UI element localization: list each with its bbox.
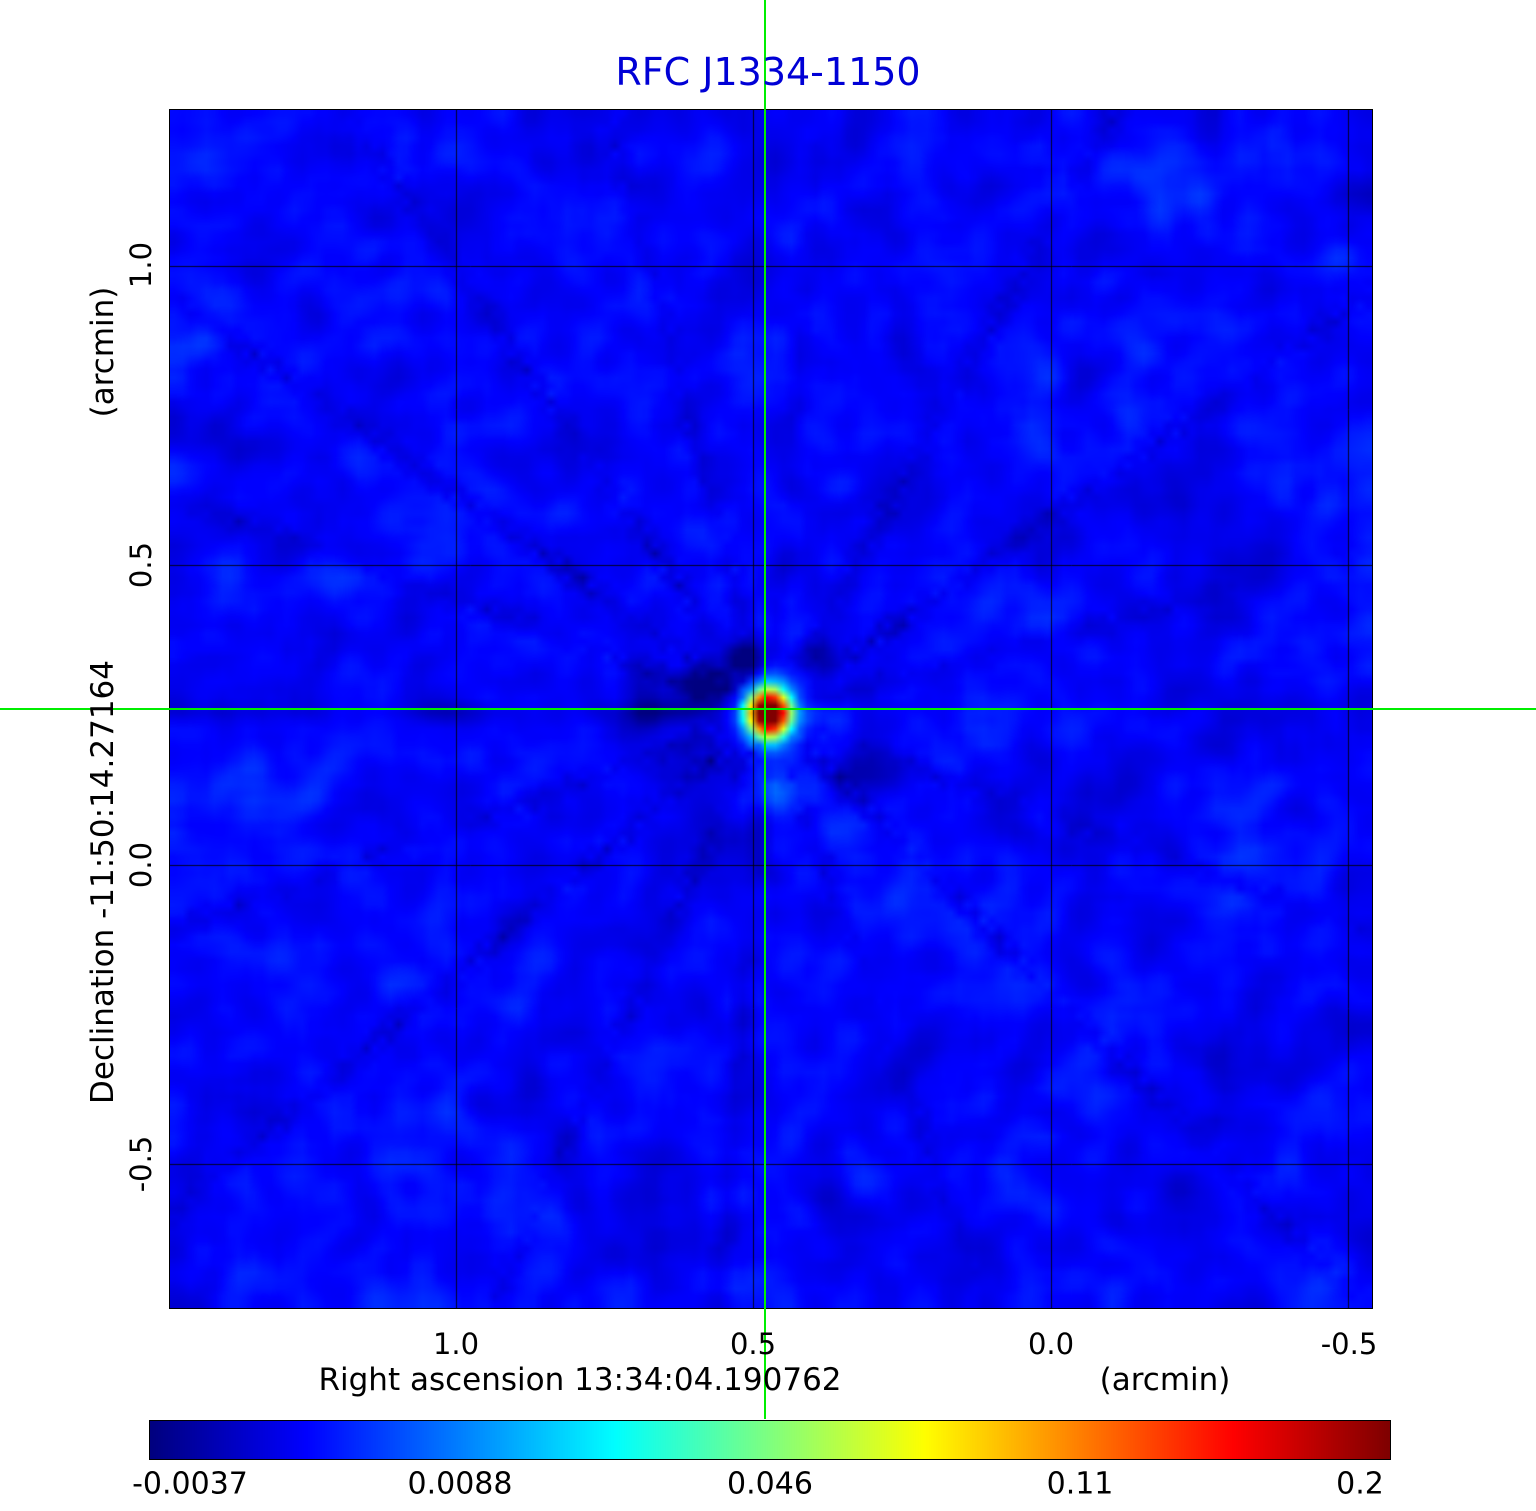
chart-title: RFC J1334-1150 bbox=[615, 50, 921, 94]
y-tick-label-3: -0.5 bbox=[124, 1135, 158, 1193]
y-tick-label-1: 0.5 bbox=[124, 541, 158, 589]
x-tick-label-3: -0.5 bbox=[1320, 1327, 1378, 1361]
colorbar-tick-label-4: 0.2 bbox=[1336, 1466, 1384, 1502]
crosshair-horizontal-line bbox=[0, 708, 1536, 710]
colorbar-tick-label-1: 0.0088 bbox=[407, 1466, 513, 1502]
y-unit-label: (arcmin) bbox=[85, 286, 121, 418]
x-axis-label: Right ascension 13:34:04.190762 bbox=[318, 1362, 842, 1398]
y-tick-label-2: 0.0 bbox=[124, 841, 158, 889]
colorbar-tick-label-2: 0.046 bbox=[727, 1466, 813, 1502]
x-tick-label-0: 1.0 bbox=[432, 1327, 480, 1361]
colorbar-tick-label-3: 0.11 bbox=[1046, 1466, 1114, 1502]
x-tick-label-1: 0.5 bbox=[729, 1327, 777, 1361]
colorbar-canvas bbox=[150, 1421, 1390, 1459]
x-tick-label-2: 0.0 bbox=[1027, 1327, 1075, 1361]
colorbar-tick-label-0: -0.0037 bbox=[132, 1466, 248, 1502]
y-tick-label-0: 1.0 bbox=[124, 241, 158, 289]
y-axis-label: Declination -11:50:14.27164 bbox=[85, 660, 121, 1104]
x-unit-label: (arcmin) bbox=[1099, 1362, 1231, 1398]
